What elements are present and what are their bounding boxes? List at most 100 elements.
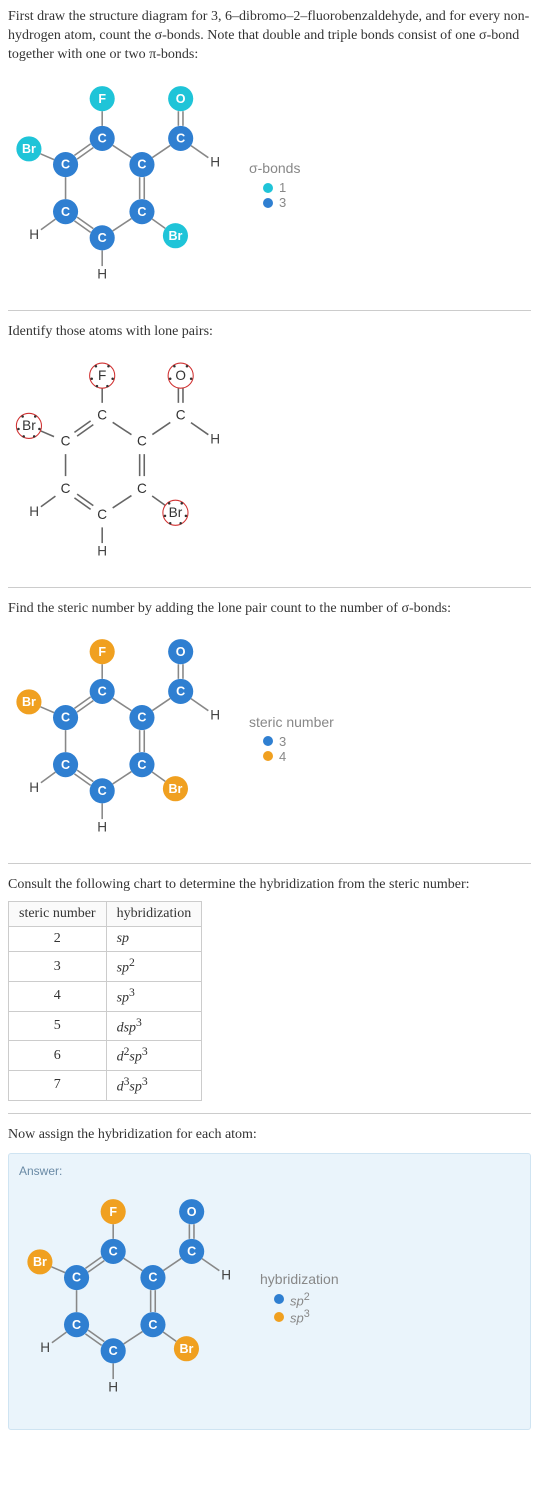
- legend-dot: [274, 1294, 284, 1304]
- svg-text:C: C: [98, 231, 107, 245]
- svg-text:H: H: [210, 708, 220, 723]
- legend-item: 3: [263, 195, 300, 210]
- table-header: hybridization: [106, 902, 202, 927]
- table-row: 7d3sp3: [9, 1070, 202, 1100]
- svg-text:C: C: [61, 711, 70, 725]
- svg-text:Br: Br: [33, 1255, 47, 1269]
- table-row: 5dsp3: [9, 1011, 202, 1041]
- svg-text:Br: Br: [179, 1341, 193, 1355]
- sigma-legend-title: σ-bonds: [249, 160, 300, 176]
- table-row: 4sp3: [9, 982, 202, 1012]
- table-cell: 4: [9, 982, 107, 1012]
- legend-label: sp2: [290, 1291, 310, 1308]
- divider: [8, 863, 531, 864]
- svg-text:H: H: [221, 1267, 231, 1282]
- table-cell: 5: [9, 1011, 107, 1041]
- svg-text:Br: Br: [22, 142, 36, 156]
- svg-text:C: C: [137, 711, 146, 725]
- svg-text:C: C: [72, 1270, 81, 1284]
- legend-label: 1: [279, 180, 286, 195]
- table-cell: d3sp3: [106, 1070, 202, 1100]
- hybridization-legend-title: hybridization: [260, 1271, 339, 1287]
- paragraph-2: Identify those atoms with lone pairs:: [8, 323, 531, 342]
- svg-text:C: C: [98, 131, 107, 145]
- paragraph-5: Now assign the hybridization for each at…: [8, 1126, 531, 1145]
- svg-text:C: C: [61, 157, 70, 171]
- svg-text:C: C: [109, 1244, 118, 1258]
- sigma-diagram: BrCCFCCOHCBrCHCH: [8, 73, 233, 298]
- answer-label: Answer:: [19, 1164, 520, 1178]
- svg-text:H: H: [97, 820, 107, 835]
- svg-text:C: C: [137, 758, 146, 772]
- divider: [8, 1113, 531, 1114]
- paragraph-1: First draw the structure diagram for 3, …: [8, 8, 531, 65]
- svg-text:C: C: [98, 784, 107, 798]
- table-header: steric number: [9, 902, 107, 927]
- svg-text:C: C: [176, 407, 186, 422]
- answer-box: Answer: BrCCFCCOHCBrCHCH hybridization s…: [8, 1153, 531, 1430]
- table-cell: sp3: [106, 982, 202, 1012]
- legend-dot: [263, 751, 273, 761]
- lone-pair-diagram-row: BrCCFCCOHCBrCHCH: [8, 350, 531, 575]
- svg-text:C: C: [97, 507, 107, 522]
- hybridization-diagram-row: BrCCFCCOHCBrCHCH hybridization sp2sp3: [19, 1186, 520, 1411]
- svg-text:O: O: [176, 91, 186, 105]
- table-cell: sp2: [106, 952, 202, 982]
- svg-text:C: C: [187, 1244, 196, 1258]
- sigma-legend: σ-bonds 13: [249, 160, 300, 210]
- legend-label: 3: [279, 195, 286, 210]
- svg-text:Br: Br: [22, 418, 36, 433]
- paragraph-3: Find the steric number by adding the lon…: [8, 600, 531, 619]
- legend-label: 3: [279, 734, 286, 749]
- svg-text:H: H: [29, 780, 39, 795]
- divider: [8, 310, 531, 311]
- svg-text:C: C: [176, 131, 185, 145]
- svg-text:C: C: [61, 433, 71, 448]
- hybridization-legend: hybridization sp2sp3: [260, 1271, 339, 1326]
- legend-item: 4: [263, 749, 334, 764]
- svg-text:F: F: [98, 91, 106, 105]
- svg-text:C: C: [137, 205, 146, 219]
- legend-item: 1: [263, 180, 300, 195]
- steric-legend: steric number 34: [249, 714, 334, 764]
- svg-text:C: C: [137, 480, 147, 495]
- svg-text:H: H: [29, 227, 39, 242]
- svg-text:H: H: [40, 1339, 50, 1354]
- svg-text:O: O: [187, 1204, 197, 1218]
- svg-text:C: C: [148, 1270, 157, 1284]
- sigma-diagram-row: BrCCFCCOHCBrCHCH σ-bonds 13: [8, 73, 531, 298]
- svg-text:C: C: [137, 157, 146, 171]
- svg-text:H: H: [210, 154, 220, 169]
- legend-item: sp3: [274, 1308, 339, 1325]
- table-cell: 2: [9, 927, 107, 952]
- svg-text:C: C: [109, 1344, 118, 1358]
- table-row: 2sp: [9, 927, 202, 952]
- legend-label: 4: [279, 749, 286, 764]
- divider: [8, 587, 531, 588]
- hybridization-diagram: BrCCFCCOHCBrCHCH: [19, 1186, 244, 1411]
- svg-text:C: C: [61, 758, 70, 772]
- svg-text:Br: Br: [168, 782, 182, 796]
- legend-item: sp2: [274, 1291, 339, 1308]
- svg-text:H: H: [29, 503, 39, 518]
- svg-text:Br: Br: [22, 696, 36, 710]
- svg-text:H: H: [97, 266, 107, 281]
- svg-text:Br: Br: [169, 504, 183, 519]
- table-row: 3sp2: [9, 952, 202, 982]
- svg-text:O: O: [176, 645, 186, 659]
- table-cell: 3: [9, 952, 107, 982]
- legend-item: 3: [263, 734, 334, 749]
- table-cell: dsp3: [106, 1011, 202, 1041]
- table-cell: 6: [9, 1041, 107, 1071]
- steric-diagram: BrCCFCCOHCBrCHCH: [8, 626, 233, 851]
- table-cell: 7: [9, 1070, 107, 1100]
- legend-dot: [263, 736, 273, 746]
- svg-text:C: C: [61, 480, 71, 495]
- svg-text:O: O: [175, 367, 186, 382]
- svg-text:H: H: [97, 543, 107, 558]
- svg-text:C: C: [97, 407, 107, 422]
- table-row: 6d2sp3: [9, 1041, 202, 1071]
- legend-dot: [274, 1312, 284, 1322]
- svg-text:F: F: [98, 367, 106, 382]
- steric-legend-title: steric number: [249, 714, 334, 730]
